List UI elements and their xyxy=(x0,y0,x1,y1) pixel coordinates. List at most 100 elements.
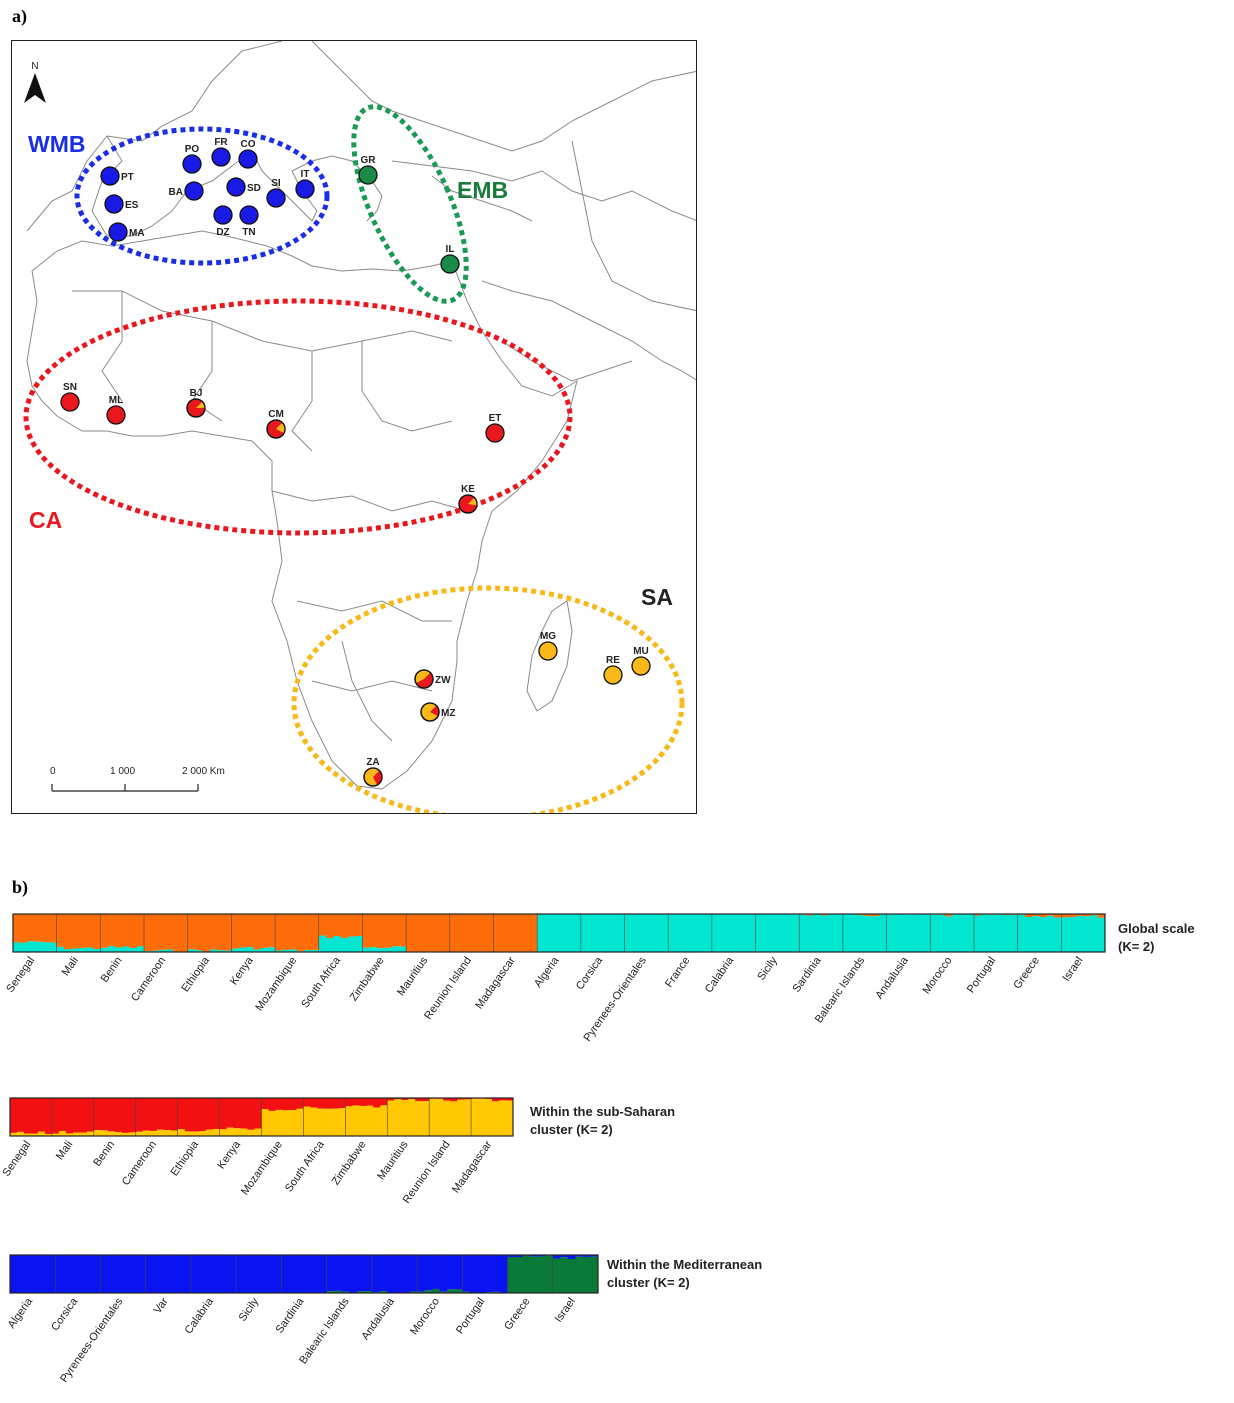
bar-cluster-2 xyxy=(233,1128,242,1136)
site-label: ET xyxy=(489,413,502,424)
bar-cluster-1 xyxy=(324,1098,332,1109)
population-label: Sardinia xyxy=(791,954,824,995)
bar-cluster-2 xyxy=(835,914,844,952)
bar-cluster-2 xyxy=(668,914,676,952)
site-marker xyxy=(100,166,120,186)
bar-cluster-2 xyxy=(864,916,873,952)
barplot-caption: cluster (K= 2) xyxy=(530,1122,613,1137)
bar-cluster-1 xyxy=(515,1255,524,1257)
bar-cluster-2 xyxy=(282,1110,290,1136)
bar-cluster-2 xyxy=(537,1256,546,1293)
bar-cluster-2 xyxy=(726,914,735,952)
population-label: Kenya xyxy=(228,954,256,987)
bar-cluster-2 xyxy=(682,914,691,952)
site-marker xyxy=(182,154,202,174)
bar-cluster-2 xyxy=(566,914,575,952)
bar-cluster-2 xyxy=(128,1132,137,1136)
bar-cluster-1 xyxy=(260,914,269,949)
population-label: Mauritius xyxy=(395,954,431,998)
bar-cluster-2 xyxy=(1010,914,1019,952)
bar-cluster-1 xyxy=(158,914,167,950)
bar-cluster-2 xyxy=(588,914,596,952)
bar-cluster-2 xyxy=(1068,917,1077,952)
bar-cluster-1 xyxy=(114,914,123,948)
bar-cluster-2 xyxy=(216,950,225,952)
population-label: Corsica xyxy=(574,954,606,992)
bar-cluster-2 xyxy=(464,1099,472,1136)
bar-cluster-2 xyxy=(254,1128,262,1136)
bar-cluster-2 xyxy=(842,914,851,952)
bar-cluster-2 xyxy=(560,1257,569,1293)
bar-cluster-1 xyxy=(401,1098,409,1101)
bar-cluster-1 xyxy=(70,1255,79,1293)
bar-cluster-1 xyxy=(379,1255,388,1292)
site-marker xyxy=(295,179,315,199)
bar-cluster-2 xyxy=(1090,915,1099,952)
bar-cluster-2 xyxy=(457,1099,465,1136)
site-label: ES xyxy=(125,200,139,211)
population-label: Kenya xyxy=(215,1138,243,1171)
sampling-sites: PT ES MA PO FR CO BA SD SI IT DZ TN GR IL SN ML BJ CM ET KE… xyxy=(60,137,651,787)
bar-cluster-2 xyxy=(675,914,684,952)
site-il: IL xyxy=(440,244,460,274)
bar-cluster-1 xyxy=(373,1098,381,1108)
bar-cluster-2 xyxy=(71,948,80,952)
site-marker xyxy=(440,254,460,274)
bar-cluster-1 xyxy=(108,1255,117,1293)
barplot-subsaharan: Senegal Mali Benin Cameroon Ethiopia KenyaMoz… xyxy=(0,1097,675,1206)
bar-cluster-2 xyxy=(121,1132,130,1136)
bar-cluster-1 xyxy=(32,1255,41,1293)
bar-cluster-1 xyxy=(206,1255,215,1293)
north-arrow: N xyxy=(24,61,46,103)
bar-cluster-1 xyxy=(177,1098,186,1130)
site-label: IT xyxy=(301,169,310,180)
bar-cluster-2 xyxy=(575,1256,584,1293)
population-label: Balearic Islands xyxy=(297,1295,352,1366)
site-marker xyxy=(266,188,286,208)
bar-cluster-1 xyxy=(864,914,873,917)
bar-cluster-1 xyxy=(129,914,138,948)
bar-cluster-1 xyxy=(37,1098,46,1132)
bar-cluster-2 xyxy=(261,1109,269,1136)
bar-cluster-2 xyxy=(748,914,757,952)
site-re: RE xyxy=(603,655,623,685)
population-label: Mozambique xyxy=(239,1139,285,1197)
bar-cluster-1 xyxy=(384,914,393,948)
bar-cluster-2 xyxy=(10,1132,18,1136)
bar-cluster-2 xyxy=(462,1291,471,1293)
bar-cluster-2 xyxy=(340,937,349,952)
bar-cluster-1 xyxy=(71,914,80,949)
bar-cluster-1 xyxy=(311,914,320,951)
bar-cluster-2 xyxy=(1032,916,1040,952)
bar-cluster-2 xyxy=(422,1101,430,1136)
bar-cluster-2 xyxy=(20,942,29,952)
bar-cluster-2 xyxy=(187,949,196,952)
bar-cluster-2 xyxy=(369,947,378,952)
bar-cluster-2 xyxy=(63,949,72,952)
bar-cluster-1 xyxy=(362,914,371,948)
bar-cluster-1 xyxy=(10,1098,18,1133)
bar-cluster-2 xyxy=(485,1098,493,1136)
bar-cluster-1 xyxy=(224,914,232,951)
barplot-caption: Global scale xyxy=(1118,921,1195,936)
bar-cluster-2 xyxy=(156,1129,165,1136)
bar-cluster-2 xyxy=(129,947,138,952)
bar-cluster-2 xyxy=(1017,914,1026,952)
population-label: Corsica xyxy=(49,1295,81,1333)
population-label: South Africa xyxy=(283,1138,327,1194)
bar-cluster-1 xyxy=(212,1098,221,1130)
bar-cluster-1 xyxy=(872,914,880,917)
bar-cluster-1 xyxy=(417,1255,426,1292)
population-label: Senegal xyxy=(0,1139,33,1179)
bar-cluster-1 xyxy=(331,1098,339,1109)
bar-cluster-2 xyxy=(122,946,130,952)
bar-cluster-1 xyxy=(457,1098,465,1100)
bar-cluster-2 xyxy=(551,914,560,952)
population-label: Madagascar xyxy=(473,955,518,1012)
population-label: France xyxy=(663,955,692,990)
bar-cluster-2 xyxy=(631,914,640,952)
bar-cluster-1 xyxy=(258,1255,267,1293)
barplot-frame xyxy=(12,913,1106,953)
bar-cluster-1 xyxy=(47,1255,56,1293)
bar-cluster-2 xyxy=(559,914,567,952)
